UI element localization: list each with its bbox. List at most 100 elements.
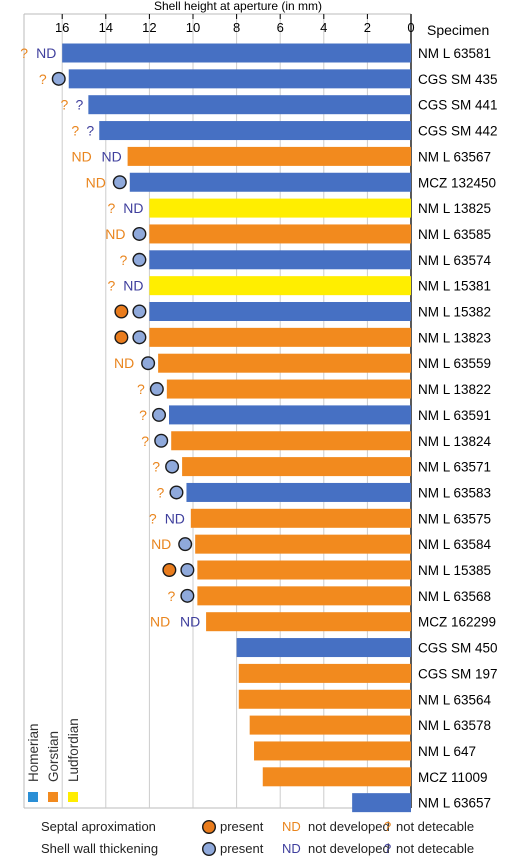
- x-tick-label: 10: [186, 20, 200, 35]
- septal-unknown-marker: ?: [71, 123, 79, 139]
- specimen-label: NM L 63657: [418, 796, 491, 811]
- wall-present-marker: [132, 304, 147, 319]
- wall-nd-marker: ND: [123, 200, 143, 216]
- septal-legend-nd: ND: [282, 819, 301, 834]
- wall-present-marker: [132, 226, 147, 241]
- bar: [149, 276, 411, 296]
- septal-legend-label: Septal aproximation: [41, 819, 156, 834]
- wall-present-marker: [165, 459, 180, 474]
- bar: [99, 121, 411, 141]
- specimen-label: NM L 63581: [418, 46, 491, 61]
- x-tick-label: 14: [99, 20, 113, 35]
- wall-legend-nd-text: not developed: [308, 841, 390, 856]
- wall-legend-present-icon: [201, 842, 216, 857]
- wall-legend-nd: ND: [282, 841, 301, 856]
- bar: [262, 767, 411, 787]
- specimen-label: NM L 63559: [418, 356, 491, 371]
- specimen-label: NM L 13824: [418, 434, 492, 449]
- bar: [149, 224, 411, 244]
- bar: [158, 353, 411, 373]
- septal-legend-q-text: not detecable: [396, 819, 474, 834]
- septal-present-marker: [114, 304, 129, 319]
- wall-nd-marker: ND: [165, 510, 185, 526]
- specimen-label: NM L 63578: [418, 718, 491, 733]
- septal-legend-present: present: [220, 819, 264, 834]
- stage-legend-label: Gorstian: [46, 731, 61, 782]
- specimen-label: NM L 15381: [418, 279, 491, 294]
- wall-nd-marker: ND: [180, 614, 200, 630]
- wall-present-marker: [112, 175, 127, 190]
- specimen-labels: NM L 63581 CGS SM 435 CGS SM 441 CGS SM 442…: [418, 46, 498, 811]
- wall-legend-label: Shell wall thickening: [41, 841, 158, 856]
- specimen-label: NM L 63574: [418, 253, 492, 268]
- wall-legend-q: ?: [384, 841, 391, 856]
- wall-present-marker: [132, 330, 147, 345]
- specimen-label: NM L 63591: [418, 408, 491, 423]
- marker-legend: Septal aproximation present ND not develope…: [41, 819, 474, 857]
- specimen-label: NM L 63585: [418, 227, 491, 242]
- specimen-label: CGS SM 435: [418, 72, 498, 87]
- x-tick-label: 8: [233, 20, 240, 35]
- specimen-label: NM L 13822: [418, 382, 491, 397]
- bar: [149, 302, 411, 321]
- specimen-label: NM L 647: [418, 744, 476, 759]
- septal-nd-marker: ND: [114, 355, 134, 371]
- wall-unknown-marker: ?: [86, 123, 94, 139]
- specimen-label: NM L 63567: [418, 149, 491, 164]
- wall-present-marker: [132, 252, 147, 267]
- septal-unknown-marker: ?: [108, 200, 116, 216]
- bar: [68, 69, 412, 89]
- septal-unknown-marker: ?: [20, 45, 28, 61]
- bar: [182, 457, 411, 477]
- wall-present-marker: [180, 588, 195, 603]
- bar: [129, 172, 411, 192]
- wall-nd-marker: ND: [123, 278, 143, 294]
- bar: [254, 741, 411, 761]
- bar: [186, 482, 411, 502]
- septal-unknown-marker: ?: [60, 97, 68, 113]
- specimen-label: NM L 13823: [418, 330, 491, 345]
- specimen-label: NM L 15382: [418, 305, 491, 320]
- bar: [190, 508, 411, 528]
- septal-nd-marker: ND: [86, 174, 106, 190]
- wall-unknown-marker: ?: [75, 97, 83, 113]
- wall-present-marker: [154, 433, 169, 448]
- stage-legend-label: Homerian: [26, 723, 41, 782]
- specimen-label: NM L 15385: [418, 563, 491, 578]
- bar: [149, 327, 411, 347]
- wall-legend-present: present: [220, 841, 264, 856]
- septal-unknown-marker: ?: [149, 510, 157, 526]
- wall-present-marker: [141, 356, 156, 371]
- bar: [149, 198, 411, 218]
- septal-unknown-marker: ?: [167, 588, 175, 604]
- bar: [197, 586, 411, 606]
- septal-legend-present-icon: [201, 820, 216, 835]
- specimen-label: MCZ 132450: [418, 175, 496, 190]
- septal-unknown-marker: ?: [139, 407, 147, 423]
- septal-unknown-marker: ?: [152, 459, 160, 475]
- wall-present-marker: [169, 485, 184, 500]
- stage-swatch: [28, 792, 38, 802]
- wall-nd-marker: ND: [36, 45, 56, 61]
- septal-unknown-marker: ?: [141, 433, 149, 449]
- specimen-label: NM L 63575: [418, 511, 491, 526]
- bar: [249, 715, 411, 735]
- bar: [127, 146, 411, 166]
- septal-unknown-marker: ?: [157, 484, 165, 500]
- bar: [195, 534, 411, 554]
- bar: [197, 560, 411, 580]
- specimen-label: NM L 13825: [418, 201, 491, 216]
- wall-legend-q-text: not detecable: [396, 841, 474, 856]
- wall-nd-marker: ND: [101, 148, 121, 164]
- bar: [238, 663, 411, 683]
- septal-present-marker: [114, 330, 129, 345]
- septal-nd-marker: ND: [151, 536, 171, 552]
- bar: [352, 793, 411, 813]
- x-axis-title: Shell height at aperture (in mm): [154, 0, 322, 13]
- bar: [238, 689, 411, 709]
- bars: [62, 43, 412, 813]
- wall-present-marker: [152, 407, 167, 422]
- specimen-label: CGS SM 450: [418, 641, 498, 656]
